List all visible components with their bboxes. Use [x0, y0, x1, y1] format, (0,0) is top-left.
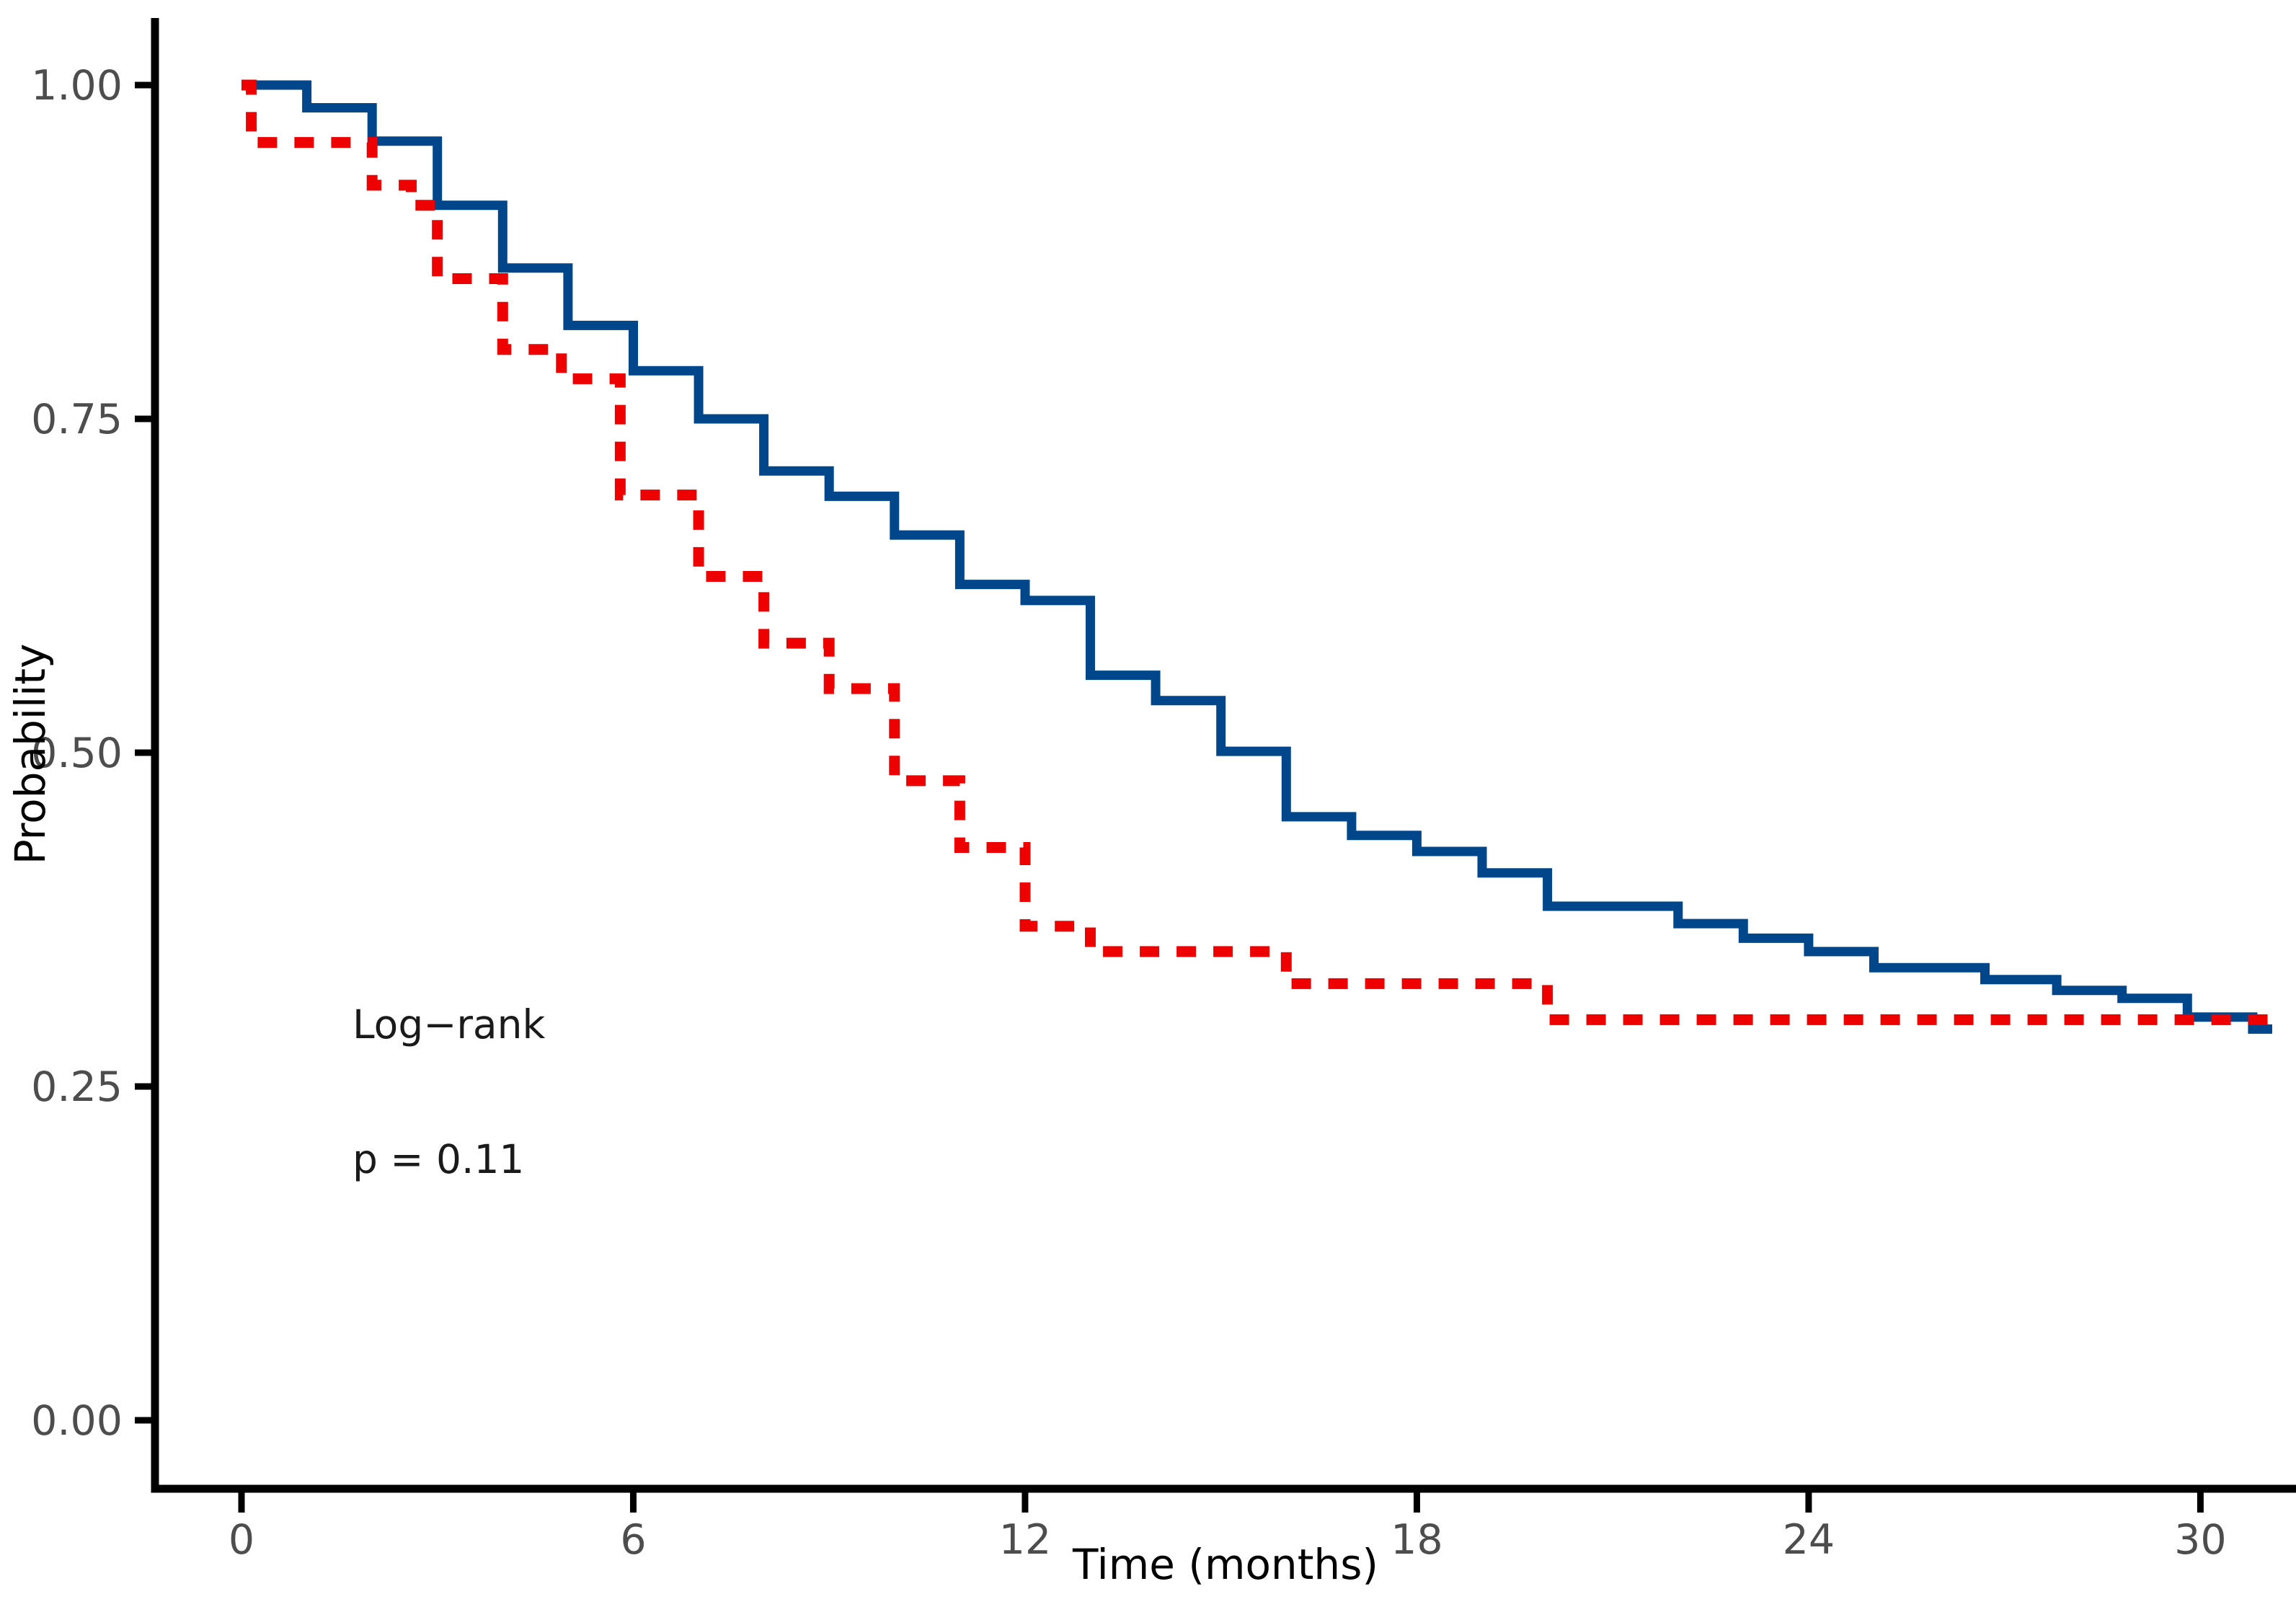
- y-tick-label: 0.50: [31, 730, 123, 777]
- x-tick-label: 18: [1391, 1516, 1443, 1564]
- x-tick-label: 0: [229, 1516, 254, 1564]
- x-tick-label: 12: [999, 1516, 1052, 1564]
- x-axis-title: Time (months): [1072, 1540, 1378, 1589]
- survival-curve-group-b-dashed-red: [241, 79, 2272, 1025]
- curves-layer: [241, 79, 2272, 1034]
- y-tick-label: 1.00: [31, 62, 123, 110]
- pvalue-annotation: p = 0.11: [353, 1136, 524, 1182]
- y-tick-label: 0.25: [31, 1063, 123, 1111]
- x-tick-label: 24: [1783, 1516, 1835, 1564]
- survival-curve-group-a-solid-blue: [241, 80, 2272, 1034]
- logrank-annotation: Log−rank: [353, 1001, 545, 1048]
- axes-layer: 0.00 0.25 0.50 0.75 1.00 0 6 12 18 24 30: [31, 18, 2296, 1564]
- x-tick-label: 6: [620, 1516, 646, 1564]
- y-tick-label: 0.00: [31, 1397, 123, 1445]
- x-tick-label: 30: [2174, 1516, 2227, 1564]
- y-tick-label: 0.75: [31, 396, 123, 443]
- y-axis-title: Probability: [6, 644, 55, 865]
